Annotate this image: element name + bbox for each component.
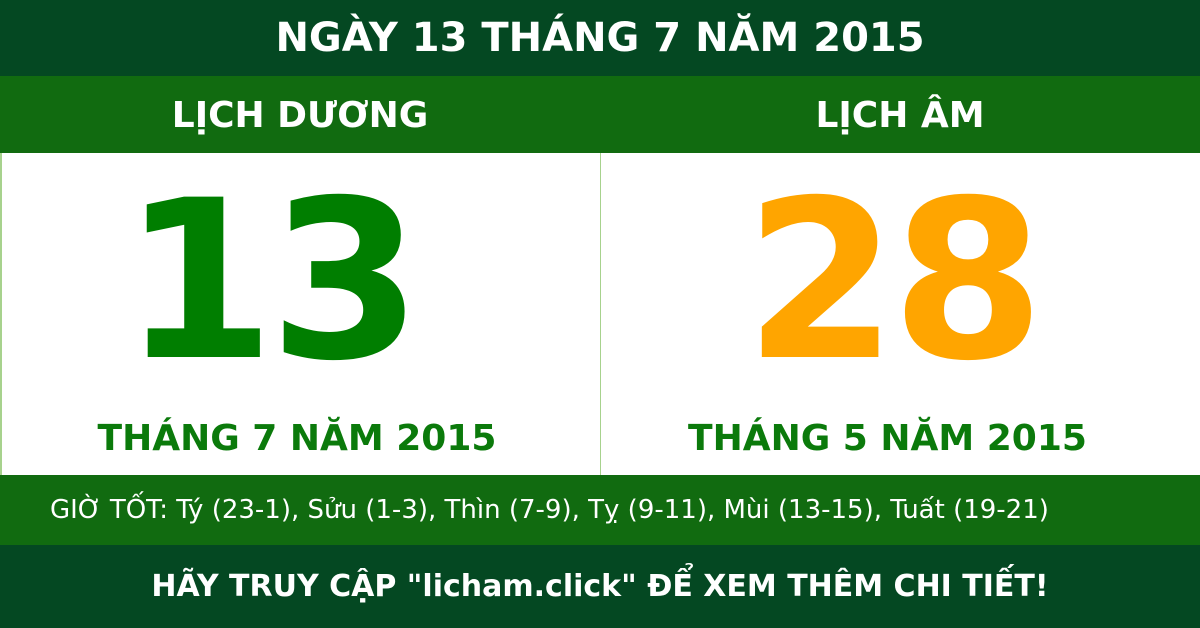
lunar-day: 28 xyxy=(744,153,1044,409)
page-title: NGÀY 13 THÁNG 7 NĂM 2015 xyxy=(0,0,1200,76)
footer-cta: HÃY TRUY CẬP "licham.click" ĐỂ XEM THÊM … xyxy=(0,545,1200,628)
solar-panel: 13 THÁNG 7 NĂM 2015 xyxy=(0,153,600,475)
lunar-month-year: THÁNG 5 NĂM 2015 xyxy=(688,418,1087,459)
lunar-panel: 28 THÁNG 5 NĂM 2015 xyxy=(600,153,1200,475)
lunar-calendar-label: LỊCH ÂM xyxy=(815,95,985,136)
solar-month-year: THÁNG 7 NĂM 2015 xyxy=(97,418,497,459)
solar-day: 13 xyxy=(121,153,422,409)
solar-calendar-label: LỊCH DƯƠNG xyxy=(171,95,429,136)
calendar-labels: LỊCH DƯƠNG LỊCH ÂM xyxy=(0,76,1200,153)
good-hours: GIỜ TỐT: Tý (23-1), Sửu (1-3), Thìn (7-9… xyxy=(0,475,1200,545)
